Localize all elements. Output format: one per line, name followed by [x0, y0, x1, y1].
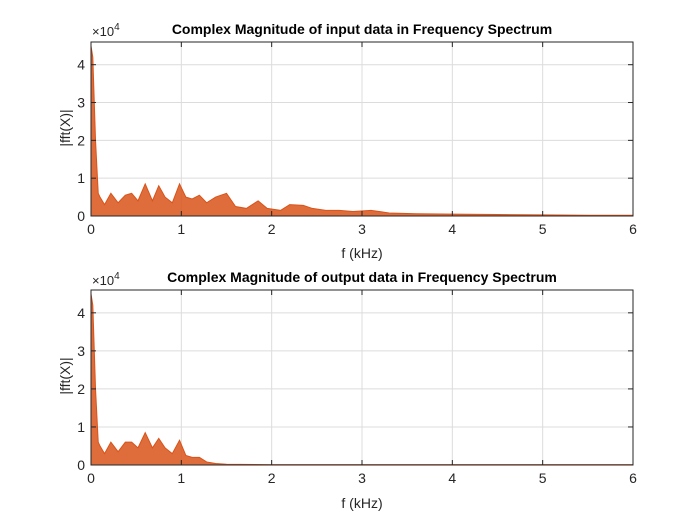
- y-tick-label: 3: [77, 343, 85, 359]
- ticks-input: 0 1 2 3 4 5 6 0 1 2 3 4: [77, 42, 637, 237]
- y-tick-label: 3: [77, 95, 85, 111]
- grid-output: [90, 290, 634, 466]
- y-axis-label-output: |fft(X)|: [57, 357, 73, 394]
- x-tick-label: 3: [358, 470, 366, 486]
- grid-input: [90, 42, 634, 217]
- x-tick-label: 1: [177, 470, 185, 486]
- y-tick-label: 2: [77, 132, 85, 148]
- y-tick-label: 4: [77, 57, 85, 73]
- y-axis-label-input: |fft(X)|: [57, 109, 73, 146]
- x-tick-label: 0: [87, 470, 95, 486]
- x-tick-label: 6: [629, 470, 637, 486]
- x-tick-label: 5: [539, 470, 547, 486]
- y-exponent-output: ×104: [92, 271, 120, 288]
- x-tick-label: 6: [629, 221, 637, 237]
- y-tick-label: 2: [77, 381, 85, 397]
- y-exponent-input: ×104: [92, 22, 120, 39]
- x-tick-label: 4: [448, 221, 456, 237]
- y-tick-label: 0: [77, 457, 85, 473]
- x-tick-label: 0: [87, 221, 95, 237]
- spectrum-series-input: [90, 45, 634, 217]
- x-axis-label-input: f (kHz): [341, 245, 382, 261]
- y-tick-label: 0: [77, 208, 85, 224]
- y-tick-label: 1: [77, 419, 85, 435]
- y-tick-label: 4: [77, 305, 85, 321]
- ticks-output: 0 1 2 3 4 5 6 0 1 2 3 4: [77, 290, 637, 486]
- subplot-input: Complex Magnitude of input data in Frequ…: [57, 21, 637, 261]
- subplot-output: Complex Magnitude of output data in Freq…: [57, 269, 637, 511]
- x-tick-label: 3: [358, 221, 366, 237]
- x-tick-label: 4: [448, 470, 456, 486]
- chart-title-input: Complex Magnitude of input data in Frequ…: [172, 21, 552, 37]
- y-tick-label: 1: [77, 170, 85, 186]
- chart-title-output: Complex Magnitude of output data in Freq…: [167, 269, 557, 285]
- x-tick-label: 5: [539, 221, 547, 237]
- x-tick-label: 2: [268, 221, 276, 237]
- plot-area-input: [90, 45, 634, 217]
- x-tick-label: 1: [177, 221, 185, 237]
- x-tick-label: 2: [268, 470, 276, 486]
- x-axis-label-output: f (kHz): [341, 495, 382, 511]
